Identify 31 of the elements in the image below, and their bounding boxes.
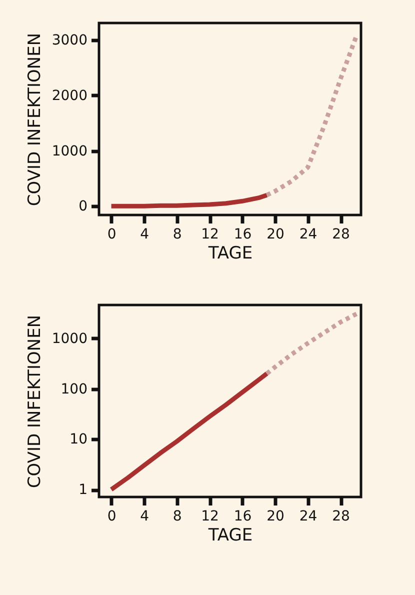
x-tick-label: 28 <box>332 508 350 524</box>
y-tick-label: 0 <box>78 198 88 215</box>
y-tick-label: 10 <box>70 432 88 448</box>
y-tick-label: 100 <box>60 381 88 398</box>
x-tick-label: 20 <box>266 508 284 524</box>
x-tick-label: 24 <box>299 226 318 242</box>
line-series <box>264 311 360 376</box>
x-axis-title: TAGE <box>207 526 253 546</box>
y-tick-label: 1000 <box>52 330 88 347</box>
y-axis-title: COVID INFEKTIONEN <box>24 314 45 488</box>
y-axis-title: COVID INFEKTIONEN <box>24 32 45 206</box>
x-tick-label: 0 <box>107 226 116 242</box>
x-tick-label: 0 <box>107 508 116 524</box>
x-tick-label: 16 <box>234 226 252 242</box>
x-tick-label: 28 <box>332 226 350 242</box>
x-tick-label: 12 <box>201 226 219 242</box>
x-tick-label: 4 <box>140 508 150 524</box>
x-tick-label: 16 <box>234 508 252 524</box>
y-tick-label: 3000 <box>52 32 88 49</box>
x-tick-label: 8 <box>172 508 182 524</box>
y-tick-label: 2000 <box>52 88 88 104</box>
y-tick-label: 1000 <box>52 143 88 160</box>
x-tick-label: 8 <box>172 226 182 242</box>
y-tick-label: 1 <box>78 482 88 498</box>
x-tick-label: 20 <box>266 226 284 242</box>
line-series <box>109 192 270 208</box>
line-series <box>109 371 270 492</box>
x-tick-label: 24 <box>299 508 318 524</box>
x-tick-label: 12 <box>201 508 219 524</box>
x-tick-label: 4 <box>140 226 150 242</box>
x-axis-title: TAGE <box>207 244 253 264</box>
